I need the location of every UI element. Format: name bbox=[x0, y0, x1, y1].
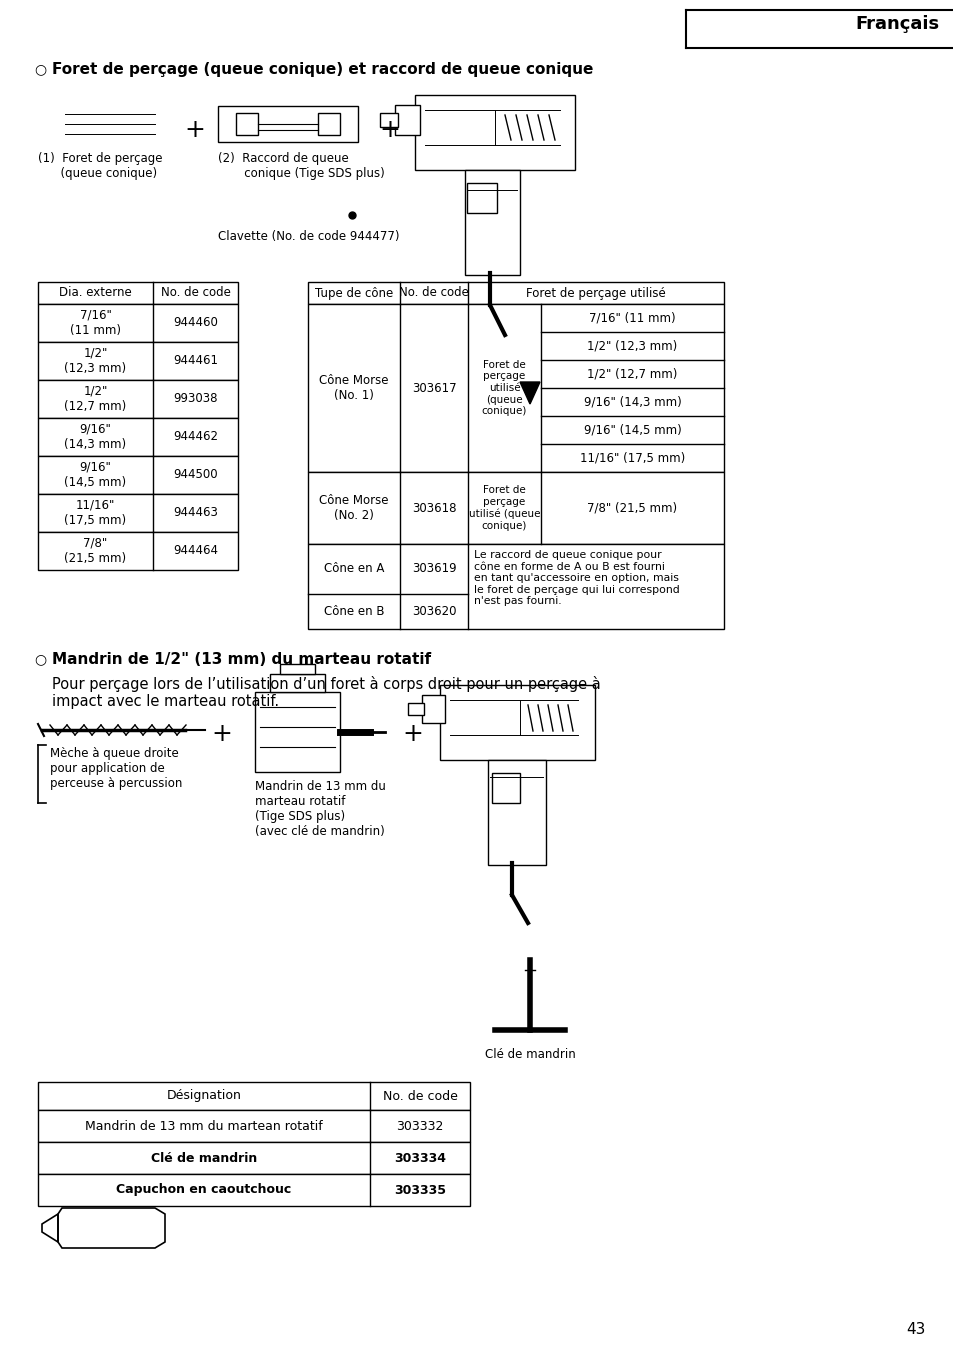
Text: 7/16" (11 mm): 7/16" (11 mm) bbox=[589, 311, 675, 324]
Text: 303618: 303618 bbox=[412, 502, 456, 515]
Text: Foret de
perçage
utilisé (queue
conique): Foret de perçage utilisé (queue conique) bbox=[468, 485, 539, 531]
Bar bbox=[38, 283, 237, 304]
Bar bbox=[408, 703, 423, 715]
Text: Le raccord de queue conique pour
cône en forme de A ou B est fourni
en tant qu'a: Le raccord de queue conique pour cône en… bbox=[474, 550, 679, 607]
Text: Cône Morse
(No. 2): Cône Morse (No. 2) bbox=[319, 493, 388, 522]
Bar bbox=[421, 695, 444, 723]
Text: +: + bbox=[402, 722, 423, 746]
Text: 11/16" (17,5 mm): 11/16" (17,5 mm) bbox=[579, 452, 684, 465]
Text: Mèche à queue droite
pour application de
perceuse à percussion: Mèche à queue droite pour application de… bbox=[50, 748, 182, 790]
Text: Cône Morse
(No. 1): Cône Morse (No. 1) bbox=[319, 375, 388, 402]
Text: 303335: 303335 bbox=[394, 1183, 446, 1197]
Text: Mandrin de 13 mm du martean rotatif: Mandrin de 13 mm du martean rotatif bbox=[85, 1119, 322, 1133]
Text: No. de code: No. de code bbox=[398, 287, 469, 300]
Text: +: + bbox=[379, 118, 400, 142]
Text: 1/2"
(12,7 mm): 1/2" (12,7 mm) bbox=[64, 385, 127, 412]
Bar bbox=[308, 544, 723, 629]
Bar bbox=[38, 1082, 470, 1110]
Bar bbox=[395, 105, 419, 135]
Bar bbox=[439, 685, 595, 760]
Text: 1/2" (12,7 mm): 1/2" (12,7 mm) bbox=[587, 368, 677, 380]
Text: Cône en B: Cône en B bbox=[323, 604, 384, 618]
Bar bbox=[38, 1110, 470, 1142]
Text: No. de code: No. de code bbox=[382, 1090, 456, 1102]
Text: (2)  Raccord de queue
       conique (Tige SDS plus): (2) Raccord de queue conique (Tige SDS p… bbox=[218, 151, 384, 180]
Text: ○: ○ bbox=[34, 652, 46, 667]
Text: (1)  Foret de perçage
      (queue conique): (1) Foret de perçage (queue conique) bbox=[38, 151, 162, 180]
Text: 1/2" (12,3 mm): 1/2" (12,3 mm) bbox=[587, 339, 677, 353]
Text: 9/16"
(14,3 mm): 9/16" (14,3 mm) bbox=[65, 423, 127, 452]
Bar bbox=[488, 760, 545, 865]
Text: 7/8"
(21,5 mm): 7/8" (21,5 mm) bbox=[65, 537, 127, 565]
Bar bbox=[308, 304, 723, 472]
Text: 7/16"
(11 mm): 7/16" (11 mm) bbox=[70, 310, 121, 337]
Bar bbox=[38, 1142, 470, 1174]
Text: No. de code: No. de code bbox=[160, 287, 231, 300]
Bar bbox=[308, 472, 723, 544]
Text: 993038: 993038 bbox=[173, 392, 217, 406]
Text: Foret de perçage utilisé: Foret de perçage utilisé bbox=[525, 287, 665, 300]
Text: ○: ○ bbox=[34, 62, 46, 76]
Text: 944461: 944461 bbox=[172, 354, 218, 368]
Bar bbox=[38, 456, 237, 493]
Text: 9/16" (14,5 mm): 9/16" (14,5 mm) bbox=[583, 423, 680, 437]
Text: +: + bbox=[184, 118, 205, 142]
Text: Français: Français bbox=[855, 15, 939, 32]
Text: 944462: 944462 bbox=[172, 430, 218, 443]
Text: Clé de mandrin: Clé de mandrin bbox=[484, 1048, 575, 1061]
Bar bbox=[254, 692, 339, 772]
Text: 9/16"
(14,5 mm): 9/16" (14,5 mm) bbox=[65, 461, 127, 489]
Bar bbox=[38, 418, 237, 456]
Text: 303332: 303332 bbox=[395, 1119, 443, 1133]
Bar bbox=[38, 342, 237, 380]
Bar bbox=[467, 183, 497, 214]
Bar bbox=[280, 664, 314, 675]
Bar bbox=[464, 170, 519, 274]
Bar bbox=[492, 773, 519, 803]
Text: 43: 43 bbox=[905, 1322, 924, 1337]
Text: 303617: 303617 bbox=[412, 381, 456, 395]
Text: 944500: 944500 bbox=[173, 469, 217, 481]
Text: Clé de mandrin: Clé de mandrin bbox=[151, 1152, 257, 1164]
Text: +: + bbox=[212, 722, 233, 746]
Bar bbox=[218, 105, 357, 142]
Bar bbox=[38, 304, 237, 342]
Text: 11/16"
(17,5 mm): 11/16" (17,5 mm) bbox=[65, 499, 127, 527]
Text: Dia. externe: Dia. externe bbox=[59, 287, 132, 300]
Text: Capuchon en caoutchouc: Capuchon en caoutchouc bbox=[116, 1183, 292, 1197]
Polygon shape bbox=[519, 383, 539, 404]
Text: 944464: 944464 bbox=[172, 545, 218, 557]
Text: 9/16" (14,3 mm): 9/16" (14,3 mm) bbox=[583, 396, 680, 408]
Bar bbox=[38, 1174, 470, 1206]
Bar bbox=[38, 531, 237, 571]
Bar bbox=[317, 114, 339, 135]
Text: 303620: 303620 bbox=[412, 604, 456, 618]
Text: 944460: 944460 bbox=[172, 316, 217, 330]
Text: 1/2"
(12,3 mm): 1/2" (12,3 mm) bbox=[65, 347, 127, 375]
Text: 7/8" (21,5 mm): 7/8" (21,5 mm) bbox=[587, 502, 677, 515]
Bar bbox=[235, 114, 257, 135]
Text: Mandrin de 13 mm du
marteau rotatif
(Tige SDS plus)
(avec clé de mandrin): Mandrin de 13 mm du marteau rotatif (Tig… bbox=[254, 780, 385, 838]
Bar bbox=[270, 675, 325, 692]
Bar bbox=[38, 493, 237, 531]
Text: Pour perçage lors de l’utilisation d’un foret à corps droit pour un perçage à
im: Pour perçage lors de l’utilisation d’un … bbox=[52, 676, 600, 710]
Text: Foret de perçage (queue conique) et raccord de queue conique: Foret de perçage (queue conique) et racc… bbox=[52, 62, 593, 77]
Text: Tupe de cône: Tupe de cône bbox=[314, 287, 393, 300]
Bar bbox=[308, 283, 723, 304]
Bar bbox=[38, 380, 237, 418]
Text: 303334: 303334 bbox=[394, 1152, 446, 1164]
Bar bbox=[379, 114, 397, 127]
Text: Désignation: Désignation bbox=[167, 1090, 241, 1102]
Text: 303619: 303619 bbox=[412, 562, 456, 576]
Text: Foret de
perçage
utilisé
(queue
conique): Foret de perçage utilisé (queue conique) bbox=[481, 360, 527, 416]
Text: Mandrin de 1/2" (13 mm) du marteau rotatif: Mandrin de 1/2" (13 mm) du marteau rotat… bbox=[52, 652, 431, 667]
Text: Clavette (No. de code 944477): Clavette (No. de code 944477) bbox=[218, 230, 399, 243]
Text: Cône en A: Cône en A bbox=[323, 562, 384, 576]
Bar bbox=[415, 95, 575, 170]
Text: 944463: 944463 bbox=[172, 507, 217, 519]
